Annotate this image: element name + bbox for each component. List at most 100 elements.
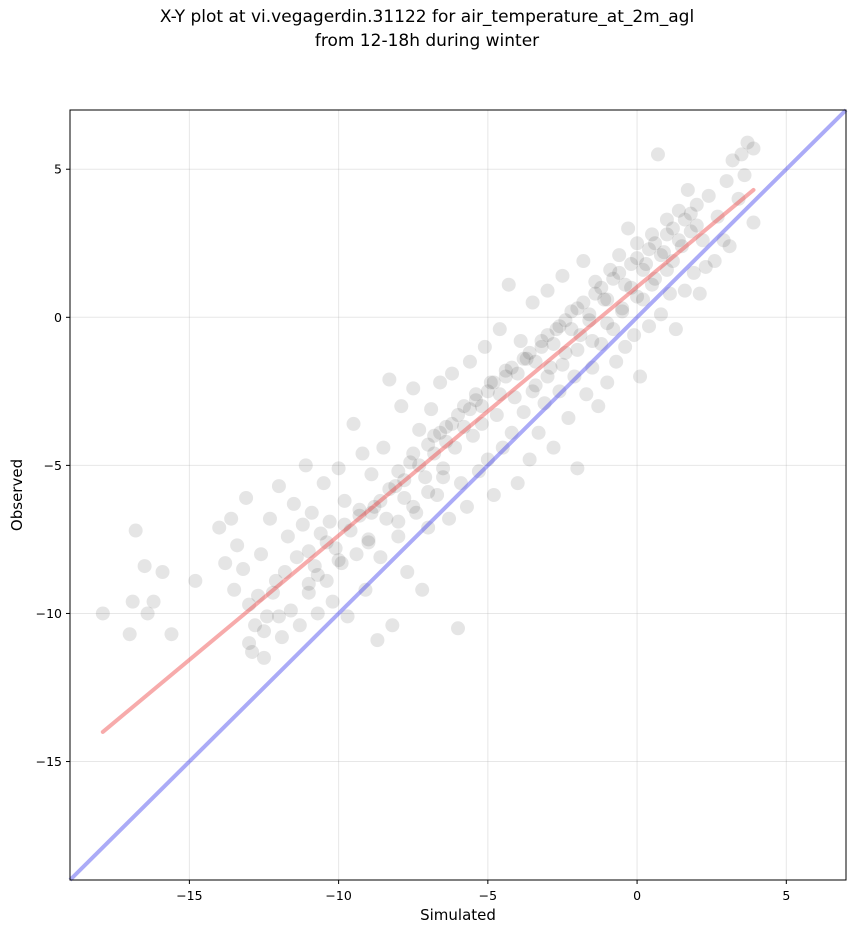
data-point xyxy=(647,271,662,286)
data-point xyxy=(692,286,707,301)
data-point xyxy=(633,369,648,384)
data-point xyxy=(122,627,137,642)
data-point xyxy=(695,233,710,248)
data-point xyxy=(492,322,507,337)
data-point xyxy=(579,387,594,402)
data-point xyxy=(585,360,600,375)
data-point xyxy=(433,375,448,390)
data-point xyxy=(480,452,495,467)
data-point xyxy=(680,182,695,197)
data-point xyxy=(95,606,110,621)
data-point xyxy=(418,470,433,485)
data-point xyxy=(349,547,364,562)
data-point xyxy=(364,467,379,482)
data-point xyxy=(630,289,645,304)
data-point xyxy=(540,328,555,343)
data-point xyxy=(522,452,537,467)
data-point xyxy=(612,265,627,280)
reference-lines xyxy=(68,108,848,882)
plot-frame xyxy=(69,109,847,881)
data-point xyxy=(594,336,609,351)
data-point xyxy=(707,254,722,269)
data-point xyxy=(504,360,519,375)
data-point xyxy=(659,212,674,227)
data-point xyxy=(146,594,161,609)
data-point xyxy=(367,499,382,514)
data-point xyxy=(588,286,603,301)
data-point xyxy=(582,313,597,328)
data-point xyxy=(573,328,588,343)
data-point xyxy=(471,464,486,479)
data-point xyxy=(671,233,686,248)
data-point xyxy=(328,541,343,556)
data-point xyxy=(600,375,615,390)
data-point xyxy=(379,511,394,526)
data-point xyxy=(421,520,436,535)
data-point xyxy=(495,440,510,455)
regression-line xyxy=(100,187,756,734)
data-point xyxy=(409,505,424,520)
data-point xyxy=(343,523,358,538)
grid-lines xyxy=(70,110,846,880)
data-point xyxy=(406,446,421,461)
data-point xyxy=(501,277,516,292)
data-point xyxy=(659,262,674,277)
data-point xyxy=(519,351,534,366)
data-point xyxy=(677,283,692,298)
data-point xyxy=(436,470,451,485)
data-point xyxy=(567,369,582,384)
data-point xyxy=(534,339,549,354)
data-point xyxy=(731,191,746,206)
data-point xyxy=(722,239,737,254)
data-point xyxy=(430,488,445,502)
data-point xyxy=(674,239,689,254)
data-point xyxy=(576,295,591,310)
data-point xyxy=(224,511,239,526)
data-point xyxy=(630,236,645,251)
data-point xyxy=(421,485,436,500)
data-point xyxy=(528,378,543,393)
data-point xyxy=(188,573,203,588)
chart-title-line1: X-Y plot at vi.vegagerdin.31122 for air_… xyxy=(159,7,695,27)
data-point xyxy=(716,233,731,248)
data-point xyxy=(659,227,674,242)
data-point xyxy=(624,257,639,271)
data-point xyxy=(615,301,630,316)
data-point xyxy=(552,384,567,399)
data-point xyxy=(600,316,615,331)
data-point xyxy=(442,511,457,526)
data-point xyxy=(248,618,263,633)
data-point xyxy=(650,147,665,162)
data-point xyxy=(271,479,286,494)
data-point xyxy=(600,292,615,307)
data-point xyxy=(459,499,474,514)
data-point xyxy=(552,319,567,334)
data-point xyxy=(540,369,555,384)
data-point xyxy=(376,440,391,455)
data-point xyxy=(427,428,442,443)
data-point xyxy=(262,511,277,526)
data-point xyxy=(391,529,406,544)
scatter-points xyxy=(95,135,761,665)
data-point xyxy=(662,286,677,301)
data-point xyxy=(286,496,301,511)
data-point xyxy=(740,135,755,150)
data-point xyxy=(298,458,313,473)
data-point xyxy=(480,384,495,399)
data-point xyxy=(683,206,698,221)
data-point xyxy=(358,582,373,597)
data-point xyxy=(268,573,283,588)
data-point xyxy=(534,334,549,348)
data-point xyxy=(370,633,385,648)
data-point xyxy=(382,372,397,387)
data-point xyxy=(331,553,346,568)
data-point xyxy=(456,419,471,434)
data-point xyxy=(489,408,504,423)
data-point xyxy=(618,339,633,354)
data-point xyxy=(504,425,519,440)
data-point xyxy=(642,242,657,257)
data-point xyxy=(585,334,600,348)
data-point xyxy=(507,390,522,405)
data-point xyxy=(445,366,460,381)
